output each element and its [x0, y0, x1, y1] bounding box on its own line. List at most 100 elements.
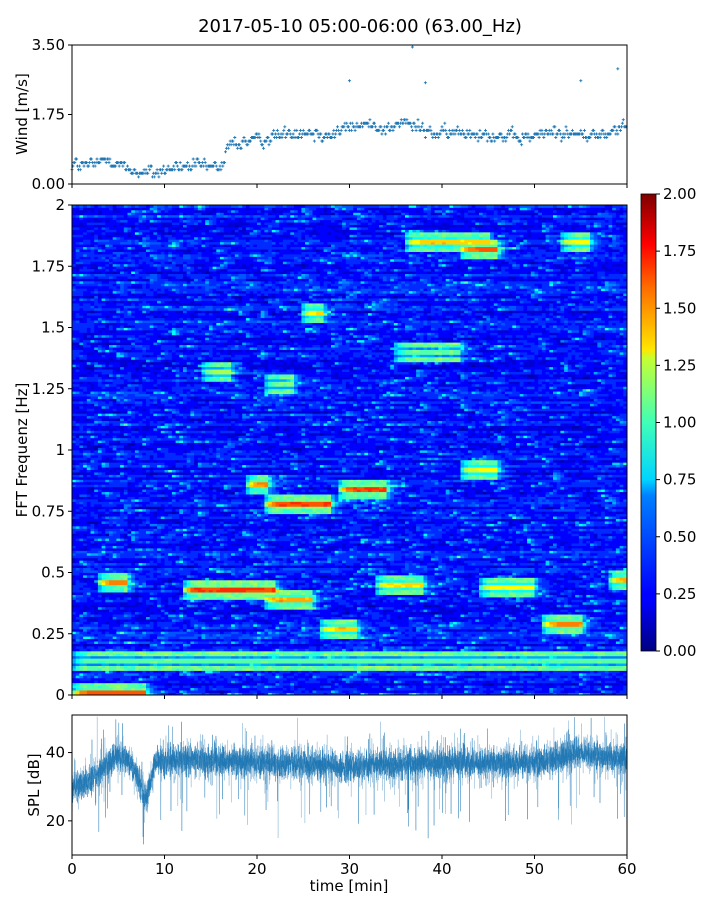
heatmap-cell	[186, 599, 191, 603]
heatmap-cell	[79, 562, 84, 566]
heatmap-cell	[208, 582, 217, 586]
heatmap-cell	[575, 582, 580, 586]
heatmap-cell	[590, 560, 595, 564]
heatmap-cell	[301, 601, 306, 605]
heatmap-cell	[419, 557, 424, 561]
heatmap-cell	[164, 562, 173, 566]
heatmap-cell	[142, 643, 147, 647]
heatmap-cell	[508, 616, 513, 620]
heatmap-cell	[342, 574, 350, 578]
heatmap-cell	[105, 665, 110, 669]
heatmap-cell	[90, 552, 99, 556]
heatmap-cell	[390, 668, 395, 671]
heatmap-cell	[282, 616, 287, 620]
heatmap-cell	[264, 653, 269, 657]
heatmap-cell	[94, 611, 99, 615]
heatmap-cell	[571, 643, 583, 647]
heatmap-cell	[242, 628, 247, 632]
heatmap-cell	[393, 672, 413, 676]
heatmap-cell	[523, 599, 528, 603]
heatmap-cell	[582, 614, 587, 617]
heatmap-cell	[379, 648, 384, 652]
heatmap-cell	[593, 557, 620, 561]
heatmap-cell	[301, 626, 306, 630]
heatmap-cell	[127, 653, 139, 657]
heatmap-cell	[75, 557, 84, 561]
heatmap-cell	[183, 690, 188, 693]
heatmap-cell	[456, 601, 472, 605]
heatmap-cell	[623, 665, 628, 669]
heatmap-cell	[438, 582, 443, 586]
heatmap-cell	[334, 548, 339, 551]
heatmap-cell	[375, 594, 384, 598]
heatmap-cell	[379, 628, 398, 632]
heatmap-cell	[571, 599, 583, 603]
heatmap-cell	[615, 548, 620, 551]
heatmap-cell	[479, 587, 484, 591]
heatmap-cell	[590, 626, 598, 630]
heatmap-cell	[601, 582, 606, 586]
heatmap-cell	[331, 567, 339, 571]
heatmap-cell	[560, 592, 565, 595]
heatmap-cell	[553, 643, 565, 647]
heatmap-cell	[445, 606, 461, 610]
heatmap-cell	[549, 582, 554, 586]
heatmap-cell	[360, 641, 369, 644]
heatmap-cell	[116, 638, 121, 642]
heatmap-cell	[456, 577, 461, 581]
heatmap-cell	[183, 616, 195, 620]
heatmap-cell	[160, 655, 165, 659]
heatmap-cell	[149, 609, 158, 613]
heatmap-cell	[201, 599, 206, 603]
heatmap-cell	[194, 670, 202, 674]
heatmap-cell	[75, 638, 80, 642]
heatmap-cell	[164, 582, 169, 586]
heatmap-cell	[430, 680, 447, 684]
heatmap-cell	[508, 560, 528, 564]
heatmap-cell	[223, 692, 228, 696]
heatmap-cell	[549, 643, 554, 647]
heatmap-cell	[453, 685, 458, 689]
heatmap-cell	[323, 626, 328, 630]
heatmap-cell	[290, 606, 295, 610]
heatmap-cell	[379, 658, 384, 662]
heatmap-cell	[157, 601, 162, 605]
heatmap-cell	[497, 677, 502, 681]
heatmap-cell	[186, 641, 191, 644]
heatmap-cell	[164, 682, 169, 686]
heatmap-cell	[194, 543, 199, 546]
heatmap-cell	[560, 572, 565, 576]
heatmap-cell	[271, 685, 276, 689]
heatmap-cell	[183, 594, 188, 598]
heatmap-cell	[168, 597, 173, 600]
heatmap-cell	[471, 609, 495, 613]
heatmap-cell	[109, 650, 114, 654]
heatmap-cell	[530, 665, 539, 669]
heatmap-cell	[316, 690, 332, 693]
heatmap-cell	[97, 543, 102, 546]
heatmap-cell	[194, 567, 199, 571]
heatmap-cell	[308, 594, 317, 598]
heatmap-cell	[375, 574, 380, 578]
heatmap-cell	[408, 594, 421, 598]
heatmap-cell	[242, 562, 254, 566]
heatmap-cell	[364, 599, 380, 603]
heatmap-cell	[212, 606, 217, 610]
heatmap-cell	[393, 653, 398, 657]
heatmap-cell	[519, 550, 524, 554]
heatmap-cell	[379, 584, 384, 588]
heatmap-cell	[464, 555, 469, 559]
heatmap-cell	[590, 619, 598, 622]
heatmap-cell	[301, 653, 306, 657]
heatmap-cell	[294, 641, 299, 644]
heatmap-cell	[560, 675, 569, 679]
heatmap-cell	[134, 665, 147, 669]
heatmap-cell	[501, 557, 506, 561]
heatmap-cell	[501, 672, 513, 676]
heatmap-cell	[604, 670, 609, 674]
heatmap-cell	[345, 582, 354, 586]
heatmap-cell	[112, 614, 125, 617]
heatmap-cell	[556, 565, 561, 568]
heatmap-cell	[438, 555, 447, 559]
heatmap-cell	[597, 643, 602, 647]
